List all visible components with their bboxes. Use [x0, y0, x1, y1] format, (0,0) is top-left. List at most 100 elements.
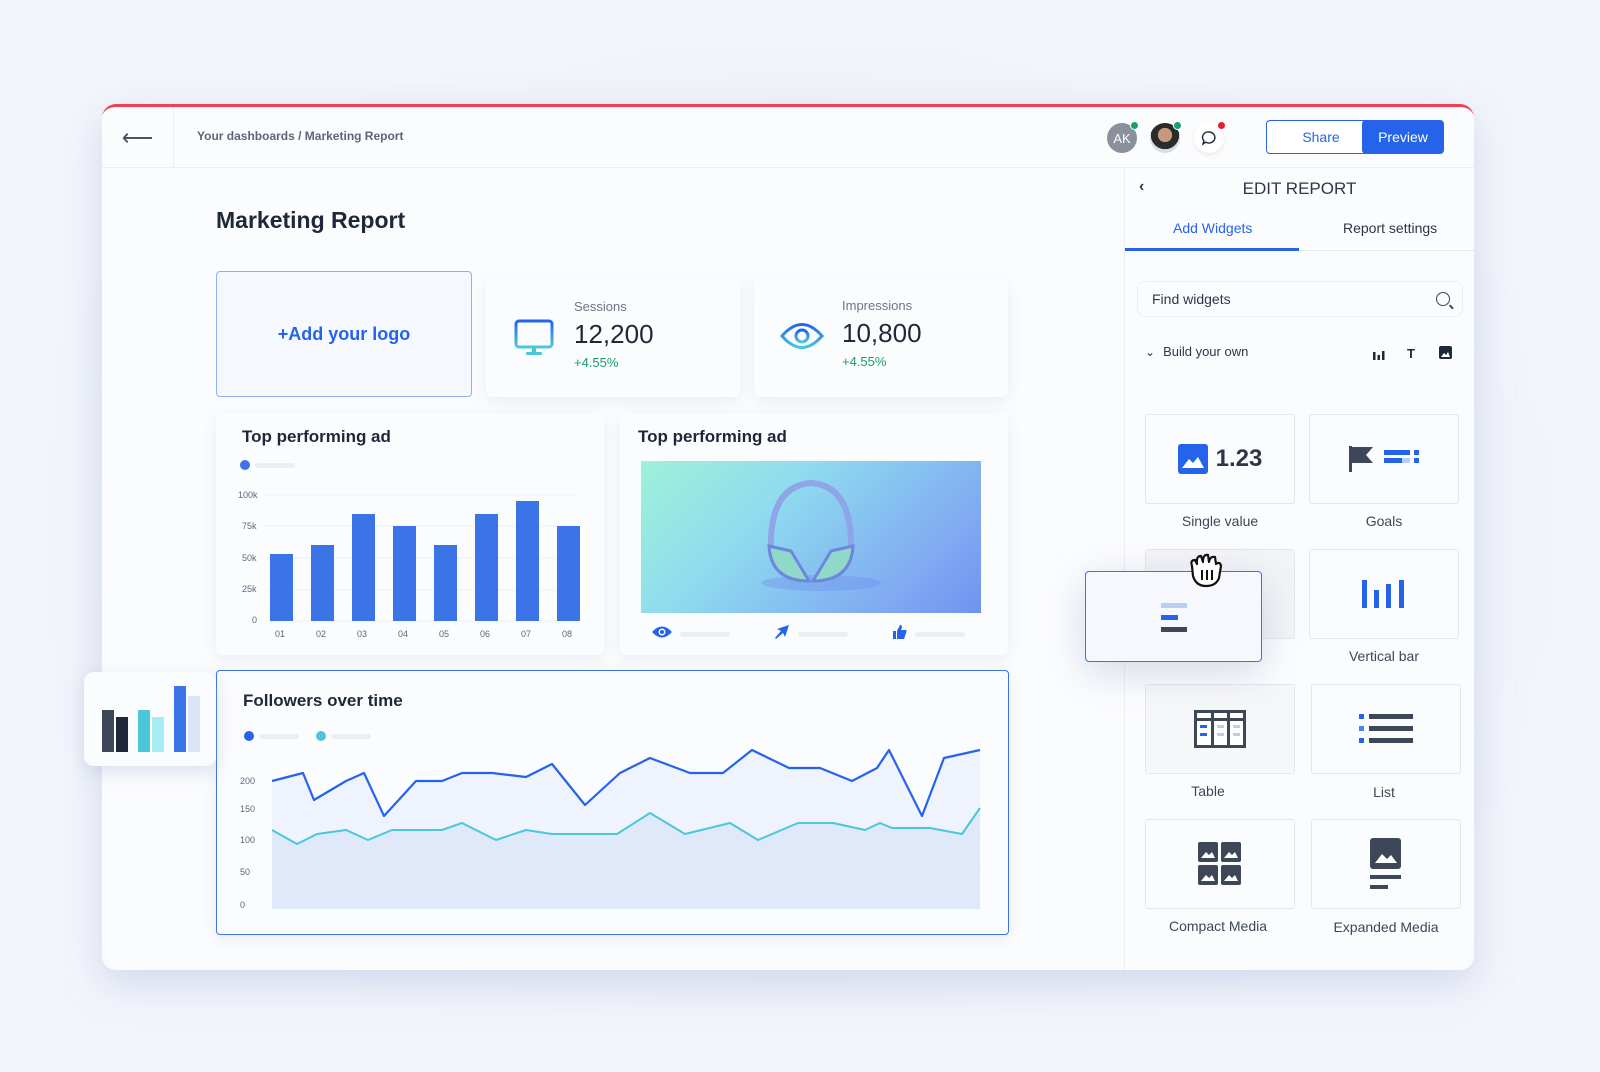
series-2-line	[271, 807, 981, 845]
chevron-down-icon: ⌄	[1145, 344, 1156, 359]
y-tick: 100	[240, 835, 256, 845]
card-title: Top performing ad	[242, 427, 391, 446]
media-card[interactable]: Top performing ad	[620, 413, 1008, 655]
notification-badge	[1217, 121, 1226, 130]
section-label: Build your own	[1163, 344, 1249, 359]
bar-chart-card[interactable]: Top performing ad 100k 75k 50k 25k	[216, 413, 604, 655]
preview-button[interactable]: Preview	[1362, 120, 1444, 154]
x-tick: 01	[275, 629, 286, 639]
avatar-user-photo[interactable]	[1150, 121, 1182, 153]
vertical-bar-icon	[1362, 580, 1404, 608]
x-tick: 04	[398, 629, 409, 639]
metric-value: 12,200	[574, 319, 654, 349]
metric-label: Impressions	[842, 298, 913, 313]
app-window: ⟵ Your dashboards / Marketing Report AK …	[102, 104, 1474, 970]
widget-list[interactable]	[1311, 684, 1461, 774]
widget-label: Compact Media	[1168, 918, 1268, 934]
avatar-initials: AK	[1113, 130, 1131, 146]
grab-cursor-icon	[1190, 553, 1223, 588]
y-tick: 25k	[242, 584, 257, 594]
legend-dot	[240, 460, 250, 470]
grouped-bar-icon	[102, 686, 200, 752]
bar-chart-icon[interactable]	[1373, 350, 1385, 360]
x-tick: 03	[357, 629, 368, 639]
back-button[interactable]: ⟵	[102, 107, 174, 168]
text-icon[interactable]: T	[1407, 346, 1415, 361]
widget-compact-media[interactable]	[1145, 819, 1295, 909]
avatar-ak[interactable]: AK	[1107, 121, 1139, 153]
headphones-image	[761, 479, 881, 591]
x-tick: 07	[521, 629, 532, 639]
legend-dot-series-2	[316, 731, 326, 741]
chat-button[interactable]	[1194, 121, 1226, 153]
y-tick: 0	[240, 900, 246, 910]
bar-series	[270, 501, 580, 621]
widget-label: Goals	[1365, 513, 1403, 529]
metric-change: +4.55%	[574, 355, 619, 370]
collapse-panel-button[interactable]: ‹	[1139, 178, 1145, 195]
legend-label-placeholder	[255, 463, 295, 468]
y-tick: 0	[252, 615, 258, 625]
widget-vertical-bar[interactable]	[1309, 549, 1459, 639]
online-status-dot	[1173, 121, 1182, 130]
series-1-line	[271, 748, 981, 818]
single-value-preview: 1.23	[1215, 445, 1263, 472]
page-title: Marketing Report	[216, 207, 406, 233]
widget-table[interactable]	[1145, 684, 1295, 774]
thumbs-up-icon	[893, 625, 907, 639]
panel-title: EDIT REPORT	[1242, 179, 1357, 198]
share-button[interactable]: Share	[1266, 120, 1376, 154]
widget-label: List	[1373, 784, 1395, 800]
sessions-card[interactable]: Sessions 12,200 +4.55%	[486, 279, 740, 397]
breadcrumb[interactable]: Your dashboards / Marketing Report	[197, 129, 404, 143]
widget-label: Vertical bar	[1348, 648, 1420, 664]
dragging-horizontal-bar-widget[interactable]	[1085, 571, 1262, 662]
stat-placeholder	[798, 632, 848, 637]
widget-label: Expanded Media	[1333, 919, 1439, 935]
widget-goals[interactable]	[1309, 414, 1459, 504]
horizontal-bar-icon	[1161, 603, 1187, 632]
compact-media-icon	[1198, 842, 1241, 885]
tab-add-widgets[interactable]: Add Widgets	[1173, 220, 1253, 236]
y-tick: 75k	[242, 521, 257, 531]
stat-placeholder	[915, 632, 965, 637]
search-icon[interactable]	[1436, 292, 1450, 306]
bar-chart	[266, 494, 580, 622]
widget-label: Single value	[1181, 513, 1259, 529]
x-tick: 06	[480, 629, 491, 639]
active-tab-indicator	[1125, 248, 1299, 251]
image-icon	[1177, 444, 1208, 474]
add-logo-button[interactable]: +Add your logo	[216, 271, 472, 397]
series-2-area	[272, 808, 980, 909]
x-tick: 08	[562, 629, 573, 639]
ad-image	[641, 461, 981, 613]
tab-divider	[1125, 250, 1474, 251]
y-tick: 150	[240, 804, 256, 814]
top-bar: ⟵ Your dashboards / Marketing Report AK …	[102, 107, 1474, 168]
find-widgets-input[interactable]: Find widgets	[1137, 281, 1463, 317]
metric-value: 10,800	[842, 318, 922, 348]
widget-label: Table	[1191, 783, 1225, 799]
arrow-icon	[775, 625, 789, 639]
table-icon	[1194, 710, 1246, 748]
legend-dot-series-1	[244, 731, 254, 741]
followers-chart-card[interactable]: Followers over time 200 150 100 50 0	[216, 670, 1009, 935]
expanded-media-icon	[1370, 838, 1401, 889]
tab-report-settings[interactable]: Report settings	[1343, 220, 1438, 236]
floating-bar-chart-widget[interactable]	[84, 672, 216, 766]
impressions-card[interactable]: Impressions 10,800 +4.55%	[754, 279, 1008, 397]
x-tick: 02	[316, 629, 327, 639]
arrow-left-icon: ⟵	[121, 124, 154, 150]
y-tick: 200	[240, 776, 256, 786]
metric-change: +4.55%	[842, 354, 887, 369]
y-tick: 50k	[242, 553, 257, 563]
legend-label-placeholder	[331, 734, 371, 739]
y-tick: 50	[240, 867, 251, 877]
card-title: Top performing ad	[638, 427, 787, 446]
image-icon[interactable]	[1439, 346, 1452, 359]
metric-label: Sessions	[574, 299, 627, 314]
list-icon	[1359, 714, 1413, 743]
widget-single-value[interactable]: 1.23	[1145, 414, 1295, 504]
widget-expanded-media[interactable]	[1311, 819, 1461, 909]
build-your-own-toggle[interactable]: ⌄ Build your own	[1145, 344, 1248, 359]
